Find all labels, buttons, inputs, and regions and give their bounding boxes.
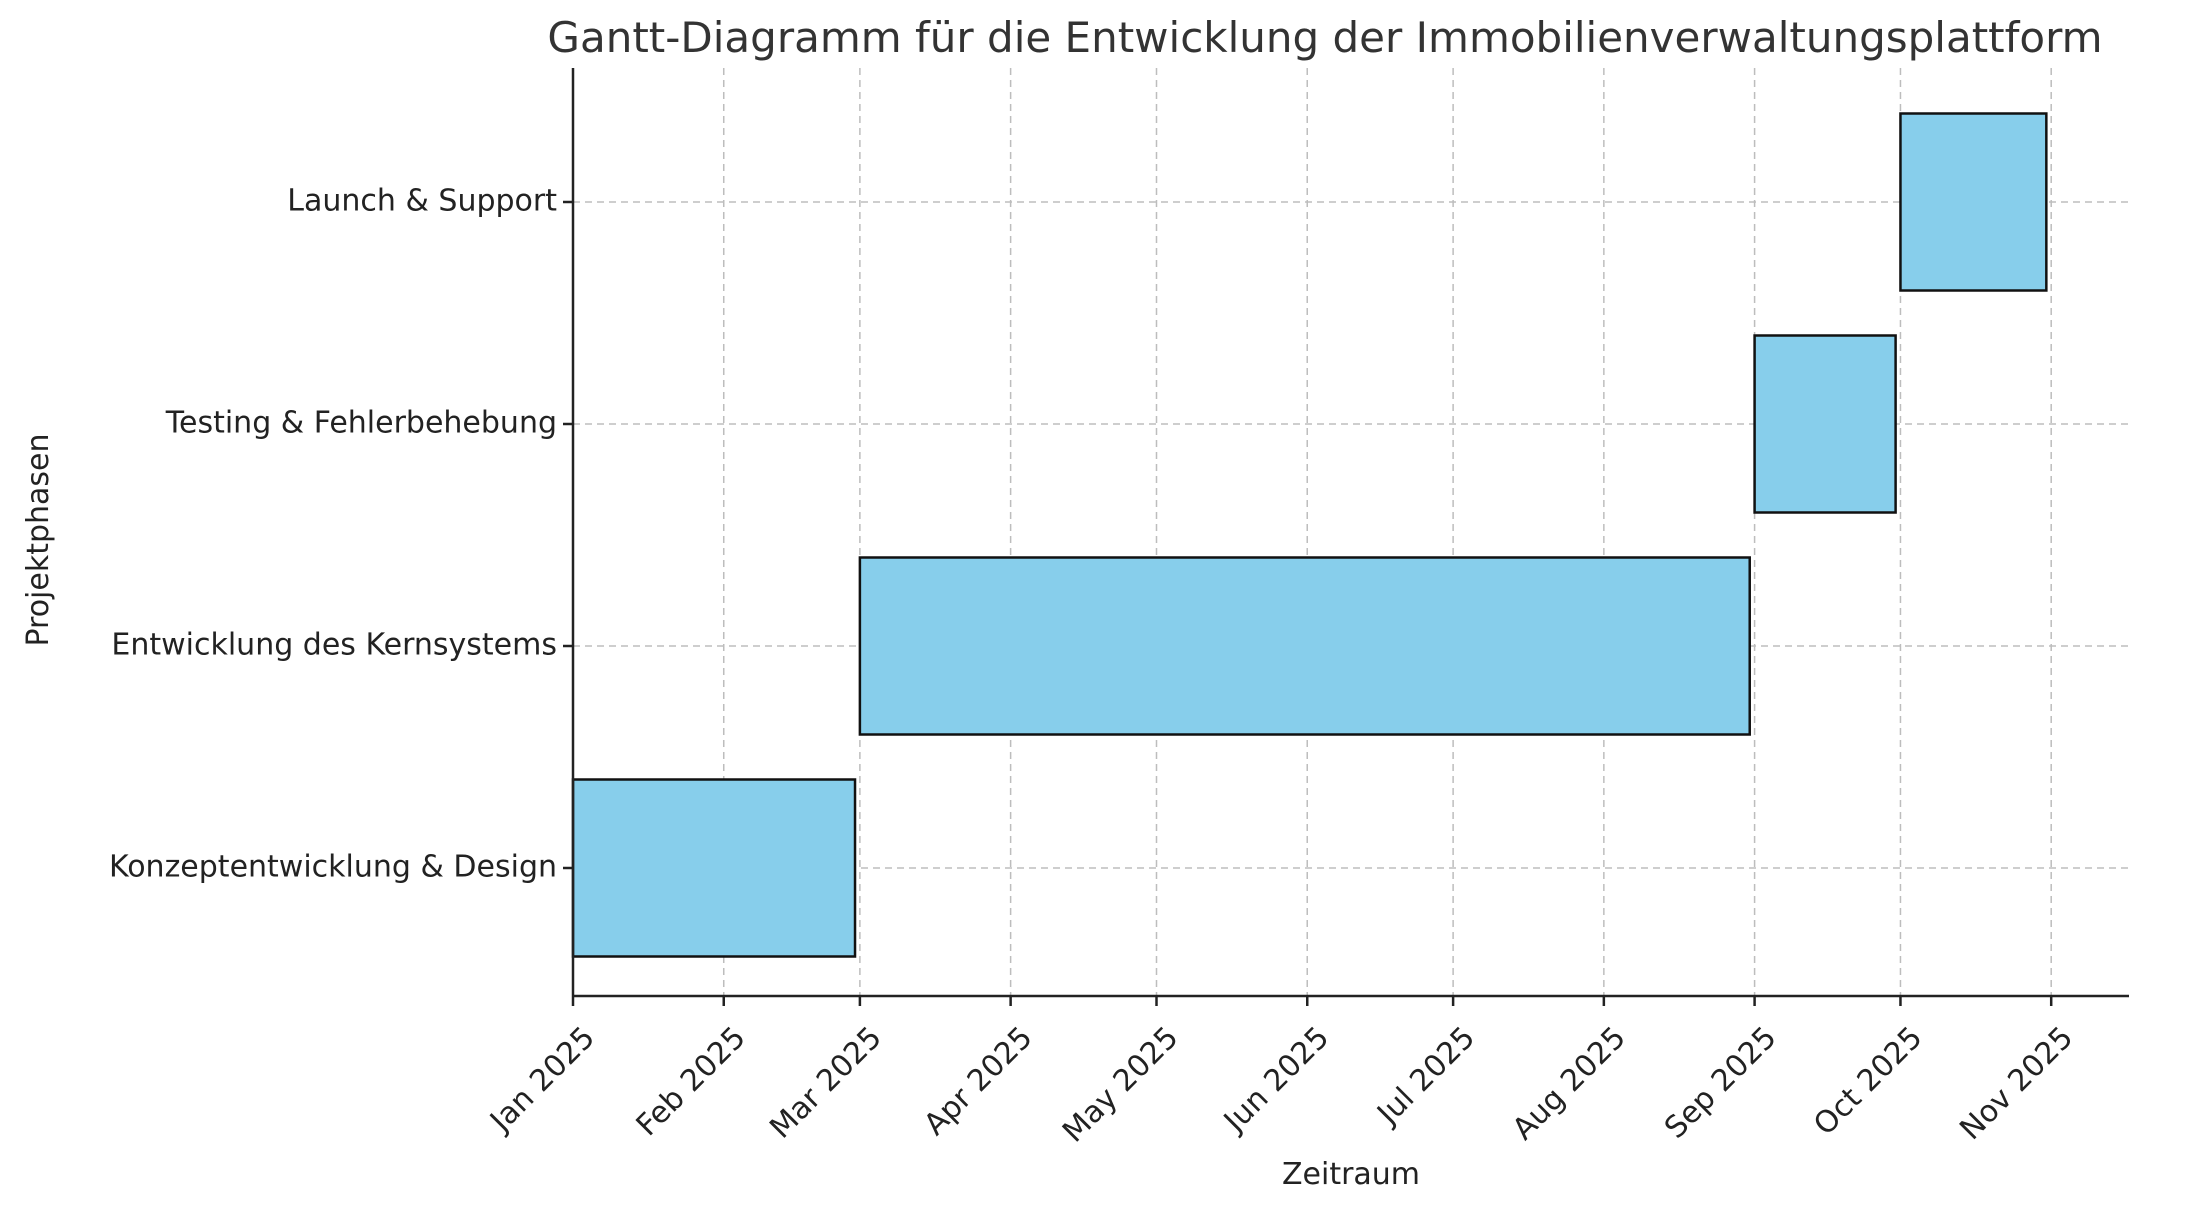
task-bar <box>571 778 857 958</box>
x-tick-label: Feb 2025 <box>630 1020 753 1143</box>
x-tick-label: Sep 2025 <box>1658 1020 1783 1145</box>
x-tick-label: Jan 2025 <box>482 1020 602 1140</box>
y-tick-label: Testing & Fehlerbehebung <box>165 406 557 441</box>
y-tick-label: Entwicklung des Kernsystems <box>111 628 557 663</box>
x-axis-label: Zeitraum <box>1282 1157 1420 1192</box>
x-tick-label: Apr 2025 <box>917 1020 1039 1142</box>
y-axis-ticks: Konzeptentwicklung & Design Entwicklung d… <box>109 184 573 885</box>
chart-title: Gantt-Diagramm für die Entwicklung der I… <box>547 13 2102 62</box>
task-bar <box>1899 112 2048 292</box>
x-tick-label: Mar 2025 <box>763 1020 889 1146</box>
x-tick-label: Oct 2025 <box>1807 1020 1929 1142</box>
x-tick-label: Aug 2025 <box>1506 1020 1633 1147</box>
x-tick-label: May 2025 <box>1056 1020 1185 1149</box>
x-tick-label: Jul 2025 <box>1370 1020 1482 1132</box>
x-tick-label: Nov 2025 <box>1953 1020 2080 1147</box>
y-tick-label: Launch & Support <box>287 184 557 219</box>
x-tick-label: Jun 2025 <box>1216 1020 1336 1140</box>
task-bars <box>571 112 2048 958</box>
y-axis-label: Projektphasen <box>21 433 56 646</box>
task-bar <box>858 556 1751 736</box>
x-axis-ticks: Jan 2025 Feb 2025 Mar 2025 Apr 2025 May 2025… <box>482 996 2080 1150</box>
task-bar <box>1753 334 1897 514</box>
y-tick-label: Konzeptentwicklung & Design <box>109 850 557 885</box>
